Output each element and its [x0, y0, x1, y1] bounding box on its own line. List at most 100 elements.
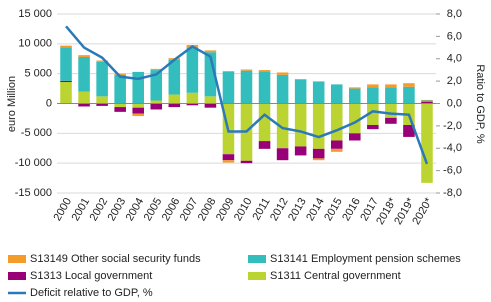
x-tick-label: 2015 [322, 196, 345, 223]
bar [258, 141, 271, 149]
bar [258, 71, 271, 104]
bar [367, 124, 379, 130]
legend-label: S13141 Employment pension schemes [270, 253, 461, 265]
bar [114, 74, 126, 104]
bar [114, 107, 126, 112]
bar [222, 71, 235, 104]
bar [204, 103, 217, 108]
y2-tick-label: -6,0 [443, 165, 462, 177]
x-tick-label: 2014 [304, 196, 327, 223]
bar [132, 107, 144, 114]
y2-axis-title: Ratio to GDP, % [474, 64, 486, 143]
bar [240, 70, 253, 104]
bar [421, 103, 433, 183]
x-tick-label: 2012 [268, 196, 291, 223]
bar [150, 103, 163, 110]
x-tick-label: 2008 [196, 196, 219, 223]
bar [330, 148, 343, 152]
y-tick-label: -15 000 [15, 187, 52, 199]
bar [96, 96, 108, 104]
bar [168, 59, 181, 95]
bar [330, 84, 343, 104]
bar [78, 103, 90, 107]
bar [204, 96, 217, 104]
bar [60, 47, 72, 81]
bar [96, 61, 108, 97]
y-tick-label: 15 000 [18, 8, 52, 20]
bar [349, 133, 361, 141]
bar [96, 103, 108, 106]
bar [78, 55, 90, 57]
bar [240, 69, 253, 71]
legend-label: Deficit relative to GDP, % [30, 287, 153, 299]
y-tick-label: -5 000 [21, 127, 52, 139]
bar [78, 56, 90, 92]
bar [114, 103, 126, 108]
x-tick-label: 2005 [142, 196, 165, 223]
bar [294, 146, 307, 156]
legend-swatch [248, 272, 266, 280]
bar [367, 87, 379, 104]
bar [421, 100, 433, 102]
x-tick-label: 2006 [160, 196, 183, 223]
bar [421, 101, 433, 104]
bar [367, 103, 379, 125]
bar [294, 103, 307, 147]
y-tick-label: -10 000 [15, 157, 52, 169]
bar [403, 83, 415, 87]
bar [60, 45, 72, 48]
bar [168, 94, 181, 104]
bar [186, 103, 199, 106]
bar [204, 52, 217, 97]
legend-swatch [8, 272, 26, 280]
y2-tick-label: 0,0 [447, 97, 462, 109]
y2-tick-label: 8,0 [447, 8, 462, 20]
bar [312, 81, 325, 104]
y-tick-label: 0 [46, 97, 52, 109]
x-tick-label: 2000 [52, 196, 75, 223]
bar [367, 84, 379, 88]
bar [330, 140, 343, 149]
x-tick-label: 2013 [286, 196, 309, 223]
x-tick-label: 2016 [340, 196, 363, 223]
bar [276, 74, 289, 104]
bar [222, 160, 235, 163]
x-tick-label: 2002 [88, 196, 111, 223]
bar [186, 47, 199, 93]
y2-tick-label: -2,0 [443, 120, 462, 132]
bar [403, 86, 415, 104]
y-tick-label: 5 000 [24, 68, 52, 80]
bar [96, 60, 108, 62]
bar [132, 113, 144, 117]
legend-label: S1311 Central government [270, 270, 401, 282]
bar [168, 103, 181, 108]
bar [204, 50, 217, 53]
x-tick-label: 2001 [70, 196, 93, 223]
bar [385, 87, 397, 104]
bar [312, 148, 325, 159]
x-tick-label: 2003 [106, 196, 129, 223]
bar [385, 117, 397, 124]
x-tick-label: 2020* [410, 195, 435, 227]
bar [258, 103, 271, 142]
bar [385, 103, 397, 118]
bar [312, 103, 325, 149]
bar [258, 70, 271, 72]
bar [349, 103, 361, 134]
bar [403, 124, 415, 137]
bar [60, 82, 72, 104]
bar [240, 160, 253, 164]
bar [150, 68, 163, 71]
bar [421, 99, 433, 101]
bar [60, 80, 72, 83]
y2-tick-label: -4,0 [443, 142, 462, 154]
bar [222, 154, 235, 161]
bar [349, 88, 361, 104]
bar [294, 79, 307, 104]
bar [312, 158, 325, 161]
x-tick-label: 2007 [178, 196, 201, 223]
legend-swatch [248, 255, 266, 263]
bar [276, 148, 289, 161]
y2-tick-label: 2,0 [447, 75, 462, 87]
bar [276, 72, 289, 75]
